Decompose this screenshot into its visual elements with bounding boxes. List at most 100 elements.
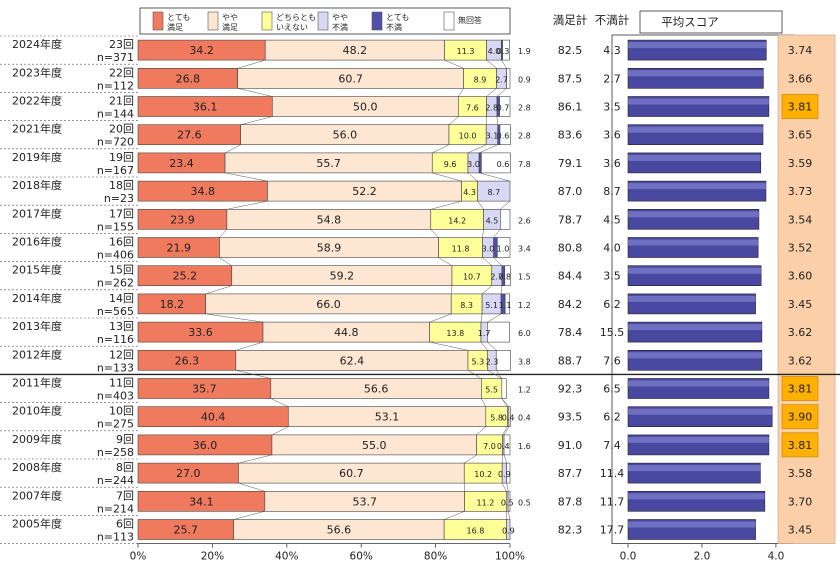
legend-label-somewhat_dissatisfied: 不満: [332, 23, 348, 32]
bar-value-label: 26.8: [176, 72, 201, 85]
bar-value-label: 0.4: [497, 442, 510, 451]
row-round-label: 11回: [109, 377, 134, 390]
score-bar-highlight: [628, 267, 762, 274]
bar-value-label: 4.3: [463, 188, 476, 197]
dissatisfied-total-value: 17.7: [600, 524, 625, 537]
row-round-label: 21回: [109, 95, 134, 108]
bar-connector: [503, 426, 510, 436]
score-bar-highlight: [628, 521, 756, 528]
score-header: 平均スコア: [661, 15, 719, 29]
score-value-label: 3.62: [788, 354, 813, 367]
row-n-label: n=244: [97, 474, 134, 487]
bar-value-label: 9.6: [444, 160, 457, 169]
bar-value-label: 0.4: [502, 414, 515, 423]
bar-connector: [429, 313, 452, 323]
score-value-label: 3.65: [788, 129, 813, 142]
bar-value-label: 1.7: [478, 329, 491, 338]
bar-connector: [240, 116, 273, 125]
row-round-label: 18回: [109, 179, 134, 192]
score-highlight-cell: [781, 404, 819, 430]
score-highlight-cell: [781, 376, 819, 401]
satisfied-total-value: 78.7: [558, 213, 583, 226]
bar-value-label: 3.0: [482, 245, 495, 254]
bar-value-label: 10.2: [474, 470, 492, 479]
score-value-label: 3.74: [788, 44, 813, 57]
score-value-label: 3.52: [788, 242, 813, 255]
bar-value-label: 25.2: [173, 270, 198, 283]
satisfied-total-value: 87.0: [558, 185, 583, 198]
row-round-label: 6回: [116, 518, 134, 531]
bar-value-label: 2.8: [518, 132, 531, 141]
bar-value-label: 11.3: [457, 47, 475, 56]
row-year-label: 2018年度: [12, 178, 62, 192]
score-axis-tick-label: 4.0: [768, 551, 785, 563]
bar-value-label: 4.0: [488, 47, 501, 56]
bar-value-label: 56.6: [327, 524, 352, 537]
row-round-label: 8回: [116, 461, 134, 474]
legend-label-very_satisfied: とても: [167, 13, 190, 22]
x-axis-tick-label: 80%: [424, 551, 447, 563]
bar-value-label: 0.6: [497, 132, 510, 141]
score-bar-highlight: [628, 465, 761, 472]
bar-value-label: 4.5: [486, 216, 499, 225]
bar-segment-no_answer: [506, 462, 511, 484]
bar-value-label: 2.6: [518, 216, 531, 225]
row-round-label: 12回: [109, 348, 134, 361]
bar-connector: [235, 370, 271, 379]
bar-connector: [467, 370, 482, 379]
bar-value-label: 53.1: [375, 411, 400, 424]
score-bar-highlight: [628, 493, 765, 500]
bar-value-label: 3.4: [518, 245, 531, 254]
dissatisfied-total-value: 6.2: [603, 411, 621, 424]
legend-label-very_dissatisfied: とても: [386, 13, 409, 22]
score-value-label: 3.66: [788, 72, 813, 85]
bar-value-label: 1.5: [518, 273, 531, 282]
satisfied-total-value: 84.4: [558, 270, 583, 283]
score-bar-highlight: [628, 154, 761, 161]
row-year-label: 2014年度: [12, 291, 62, 305]
bar-value-label: 18.2: [160, 298, 185, 311]
bar-value-label: 0.9: [498, 470, 511, 479]
bar-value-label: 14.2: [448, 216, 466, 225]
bar-connector: [500, 285, 503, 294]
row-n-label: n=155: [97, 220, 134, 233]
row-n-label: n=371: [97, 51, 134, 64]
row-round-label: 19回: [109, 151, 134, 164]
bar-value-label: 10.7: [463, 273, 481, 282]
bar-value-label: 5.8: [490, 414, 503, 423]
bar-value-label: 8.9: [474, 75, 487, 84]
score-bar-highlight: [628, 239, 759, 246]
legend-swatch-somewhat_satisfied: [207, 11, 219, 31]
bar-value-label: 2.8: [518, 104, 531, 113]
bar-connector: [224, 144, 241, 154]
bar-connector: [493, 229, 501, 238]
bar-value-label: 50.0: [353, 101, 378, 114]
row-year-label: 2013年度: [12, 319, 62, 333]
satisfied-total-value: 79.1: [558, 157, 583, 170]
score-value-label: 3.81: [788, 383, 813, 396]
bar-value-label: 21.9: [166, 242, 191, 255]
bar-connector: [479, 144, 498, 154]
bar-connector: [481, 398, 487, 407]
bar-value-label: 13.8: [446, 329, 464, 338]
bar-connector: [496, 370, 503, 379]
dissatisfied-total-value: 4.3: [603, 44, 621, 57]
score-bar-highlight: [628, 98, 769, 105]
row-n-label: n=113: [97, 531, 134, 544]
bar-connector: [501, 59, 507, 69]
dissatisfied-total-value: 7.4: [603, 439, 621, 452]
dissatisfied-total-value: 15.5: [600, 326, 625, 339]
bar-value-label: 1.2: [518, 301, 531, 310]
bar-value-label: 1.0: [497, 245, 510, 254]
bar-connector: [501, 482, 507, 492]
dissatisfied-total-value: 6.2: [603, 298, 621, 311]
bar-connector: [480, 341, 488, 351]
bar-connector: [238, 482, 265, 492]
row-n-label: n=565: [97, 305, 134, 318]
bar-connector: [238, 454, 272, 464]
score-value-label: 3.60: [788, 270, 813, 283]
row-year-label: 2005年度: [12, 517, 62, 531]
bar-value-label: 1.6: [518, 442, 531, 451]
legend-label-somewhat_satisfied: 満足: [222, 23, 238, 32]
row-round-label: 16回: [109, 236, 134, 249]
